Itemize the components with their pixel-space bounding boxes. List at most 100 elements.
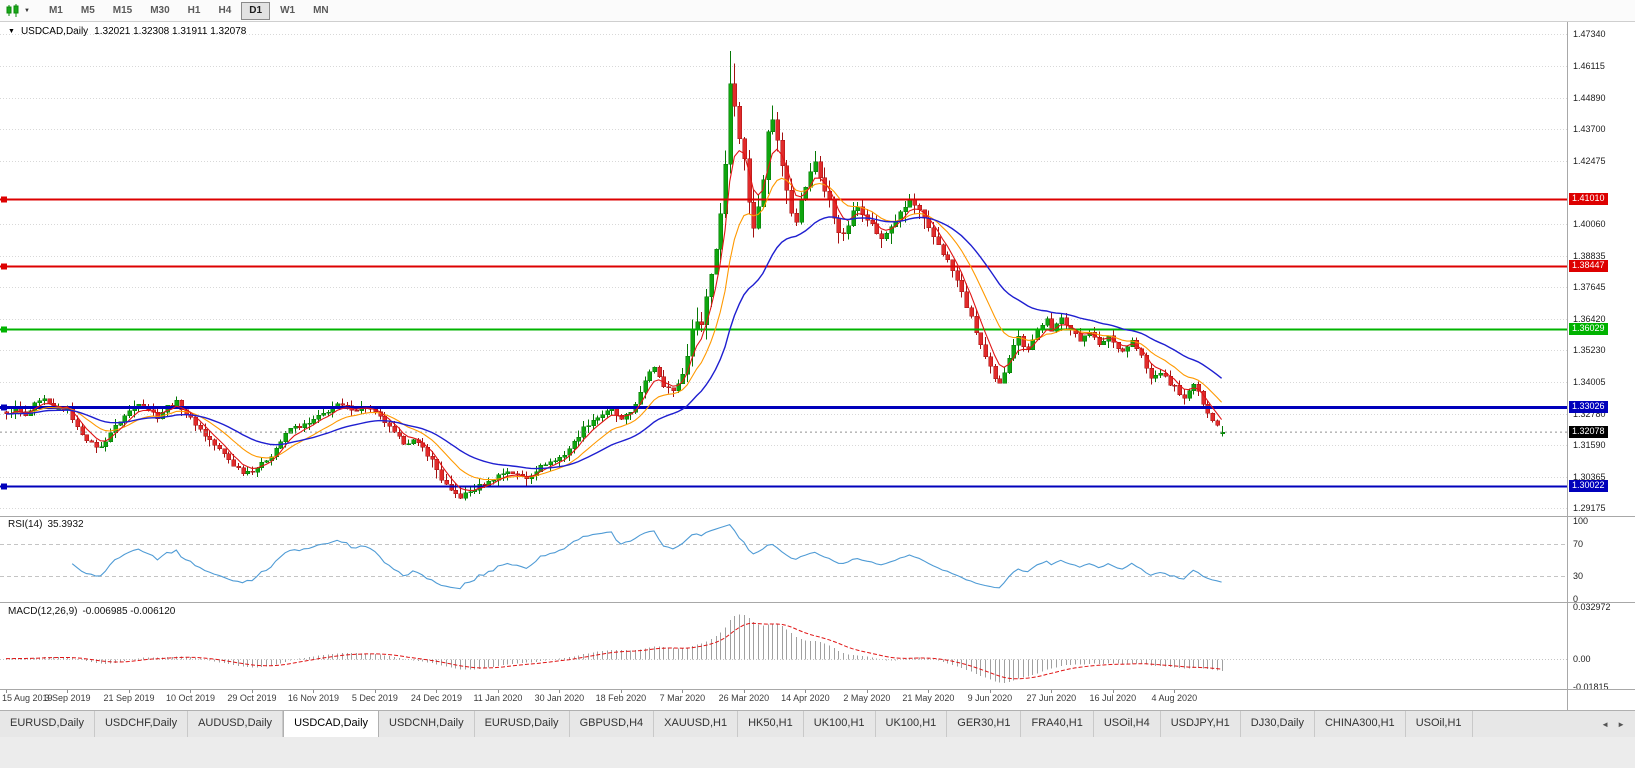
date-label: 10 Oct 2019: [166, 693, 215, 703]
date-label: 16 Jul 2020: [1090, 693, 1137, 703]
axis-tick-label: -0.01815: [1573, 682, 1609, 692]
price-level-label: 1.32078: [1569, 426, 1608, 439]
timeframe-button-M15[interactable]: M15: [112, 4, 133, 16]
axis-tick-label: 0.032972: [1573, 602, 1611, 613]
axis-tick-label: 1.35230: [1573, 344, 1606, 355]
line-anchor-marker[interactable]: [1, 404, 7, 411]
date-label: 4 Aug 2020: [1152, 693, 1198, 703]
rsi-name: RSI(14): [8, 519, 43, 530]
price-level-label: 1.36029: [1569, 323, 1608, 335]
line-anchor-marker[interactable]: [1, 326, 7, 333]
axis-tick-label: 1.34005: [1573, 376, 1606, 387]
date-label: 3 Sep 2019: [44, 693, 90, 703]
price-level-label: 1.30022: [1569, 479, 1608, 492]
chart-tab-USDJPY-H1[interactable]: USDJPY,H1: [1160, 711, 1241, 737]
timeframe-button-M30[interactable]: M30: [150, 4, 170, 16]
timeframe-button-D1[interactable]: D1: [241, 1, 271, 20]
grid-lines: [0, 34, 1567, 509]
chart-tab-USDCNH-Daily[interactable]: USDCNH,Daily: [379, 711, 475, 737]
timeframe-button-H1[interactable]: H1: [187, 4, 201, 16]
axis-tick-label: 1.42475: [1573, 155, 1606, 166]
tab-scroll-right-icon[interactable]: ►: [1617, 719, 1625, 729]
line-anchor-marker[interactable]: [1, 483, 7, 490]
chart-tab-UK100-H1[interactable]: UK100,H1: [875, 711, 948, 737]
timeframe-button-M1[interactable]: M1: [48, 4, 63, 16]
bottom-strip: [0, 737, 1635, 768]
axis-tick-label: 1.36420: [1573, 313, 1606, 324]
date-label: 11 Jan 2020: [473, 693, 522, 703]
chart-title: ▼ USDCAD,Daily 1.32021 1.32308 1.31911 1…: [8, 26, 246, 37]
axis-tick-label: 1.30365: [1573, 471, 1606, 482]
chart-tab-GBPUSD-H4[interactable]: GBPUSD,H4: [569, 711, 655, 737]
panel-separator[interactable]: [0, 602, 1635, 603]
line-anchor-marker[interactable]: [1, 196, 7, 203]
rsi-indicator-label: RSI(14) 35.3932: [8, 519, 89, 530]
chart-tab-UK100-H1[interactable]: UK100,H1: [803, 711, 876, 737]
chevron-down-icon: ▼: [24, 7, 30, 14]
timeframe-button-W1[interactable]: W1: [280, 4, 296, 16]
date-label: 27 Jun 2020: [1027, 693, 1077, 703]
chart-type-button[interactable]: ▼: [6, 4, 30, 17]
axis-tick-label: 1.46115: [1573, 60, 1605, 71]
chart-tab-GER30-H1[interactable]: GER30,H1: [947, 711, 1022, 737]
ma-line-ma-slow: [5, 216, 1223, 470]
rsi-value: 35.3932: [47, 519, 84, 530]
axis-tick-label: 1.44890: [1573, 92, 1606, 103]
chart-tab-EURUSD-Daily[interactable]: EURUSD,Daily: [0, 711, 95, 737]
date-label: 21 May 2020: [902, 693, 954, 703]
chart-tab-USDCHF-Daily[interactable]: USDCHF,Daily: [94, 711, 189, 737]
date-label: 2 May 2020: [843, 693, 890, 703]
axis-tick-label: 1.47340: [1573, 28, 1606, 39]
candles: [4, 50, 1225, 501]
axis-tick-label: 1.40060: [1573, 218, 1606, 229]
axis-tick-label: 100: [1573, 516, 1589, 526]
chart-tab-USDCAD-Daily[interactable]: USDCAD,Daily: [283, 711, 380, 737]
candlestick-chart-icon: [6, 4, 19, 17]
chart-tab-EURUSD-Daily[interactable]: EURUSD,Daily: [474, 711, 570, 737]
date-label: 30 Jan 2020: [535, 693, 585, 703]
axis-tick-label: 30: [1573, 570, 1584, 581]
timeframe-button-M5[interactable]: M5: [80, 4, 95, 16]
line-anchor-marker[interactable]: [1, 263, 7, 270]
chart-tab-CHINA300-H1[interactable]: CHINA300,H1: [1314, 711, 1406, 737]
ma-line-ma-mid: [5, 177, 1223, 481]
price-level-label: 1.38447: [1569, 259, 1608, 272]
timeframe-buttons: M1 M5 M15 M30 H1 H4 D1 W1 MN: [40, 1, 338, 20]
chart-tab-FRA40-H1[interactable]: FRA40,H1: [1021, 711, 1094, 737]
symbol-marker-icon: ▼: [8, 27, 15, 35]
rsi-panel: [0, 523, 1567, 590]
date-label: 16 Nov 2019: [288, 693, 339, 703]
macd-signal-line: [6, 622, 1222, 680]
date-label: 29 Oct 2019: [227, 693, 276, 703]
chart-tab-USOil-H4[interactable]: USOil,H4: [1093, 711, 1161, 737]
macd-histogram: [6, 614, 1223, 683]
panel-separator[interactable]: [0, 516, 1635, 517]
chart-tab-HK50-H1[interactable]: HK50,H1: [738, 711, 804, 737]
macd-values: -0.006985 -0.006120: [82, 606, 176, 617]
date-label: 26 Mar 2020: [719, 693, 770, 703]
chart-tab-DJ30-Daily[interactable]: DJ30,Daily: [1240, 711, 1315, 737]
timeframe-button-MN[interactable]: MN: [313, 4, 329, 16]
date-label: 7 Mar 2020: [660, 693, 706, 703]
macd-indicator-label: MACD(12,26,9) -0.006985 -0.006120: [8, 606, 180, 617]
date-label: 21 Sep 2019: [103, 693, 154, 703]
axis-tick-label: 0.00: [1573, 653, 1591, 664]
date-label: 15 Aug 2019: [2, 693, 53, 703]
timeframe-button-H4[interactable]: H4: [218, 4, 232, 16]
date-label: 5 Dec 2019: [352, 693, 398, 703]
axis-tick-label: 1.29175: [1573, 502, 1606, 513]
date-label: 14 Apr 2020: [781, 693, 830, 703]
price-level-label: 1.33026: [1569, 401, 1608, 414]
tab-scroll-left-icon[interactable]: ◄: [1601, 719, 1610, 729]
chart-symbol-label: USDCAD,Daily: [20, 26, 89, 37]
support-resistance-lines[interactable]: [0, 196, 1567, 490]
axis-tick-label: 1.32780: [1573, 408, 1606, 419]
axis-tick-label: 1.38835: [1573, 250, 1606, 261]
chart-tab-XAUUSD-H1[interactable]: XAUUSD,H1: [654, 711, 739, 737]
chart-tab-AUDUSD-Daily[interactable]: AUDUSD,Daily: [188, 711, 284, 737]
chart-tab-USOil-H1[interactable]: USOil,H1: [1405, 711, 1473, 737]
chart-ohlc-values: 1.32021 1.32308 1.31911 1.32078: [94, 26, 247, 37]
axis-tick-label: 1.43700: [1573, 123, 1606, 134]
